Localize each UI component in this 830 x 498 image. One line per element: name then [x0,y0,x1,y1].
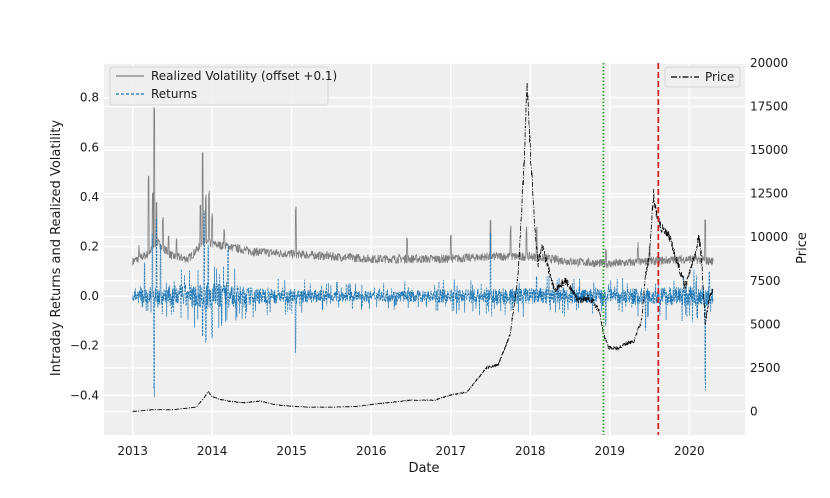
right-tick-label: 2500 [750,361,781,375]
legend-right: Price [664,66,741,88]
right-axis-label: Price [795,232,810,264]
left-tick-label: 0.6 [80,140,99,154]
right-tick-label: 7500 [750,274,781,288]
right-tick-label: 20000 [750,56,788,70]
volatility-line [132,107,714,268]
x-tick-label: 2019 [595,444,626,458]
legend-label-returns: Returns [151,87,197,101]
x-axis-ticks: 2013 2014 2015 2016 2017 2018 2019 2020 [117,444,704,458]
returns-line [132,210,714,398]
left-tick-label: −0.2 [70,339,99,353]
x-tick-label: 2014 [197,444,228,458]
right-axis-ticks: 0 2500 5000 7500 10000 12500 15000 17500 20000 [750,56,788,418]
volatility-series [132,107,714,268]
left-tick-label: 0.0 [80,289,99,303]
left-tick-label: 0.2 [80,240,99,254]
x-axis-label: Date [408,461,439,476]
legend-label-price: Price [705,70,734,84]
legend-label-volatility: Realized Volatility (offset +0.1) [151,69,337,83]
marker-lines [602,63,660,435]
left-tick-label: 0.4 [80,190,99,204]
right-tick-label: 10000 [750,230,788,244]
legend-left: Realized Volatility (offset +0.1) Return… [109,66,337,106]
left-tick-label: 0.8 [80,91,99,105]
x-tick-label: 2013 [117,444,148,458]
returns-series [132,210,714,398]
x-tick-label: 2018 [515,444,546,458]
left-axis-label: Intraday Returns and Realized Volatility [49,120,64,376]
x-tick-label: 2017 [435,444,466,458]
right-tick-label: 0 [750,404,758,418]
right-tick-label: 17500 [750,100,788,114]
right-tick-label: 15000 [750,143,788,157]
x-tick-label: 2015 [276,444,307,458]
right-tick-label: 5000 [750,317,781,331]
left-tick-label: −0.4 [70,388,99,402]
price-series [132,82,714,412]
right-tick-label: 12500 [750,187,788,201]
left-axis-ticks: −0.4 −0.2 0.0 0.2 0.4 0.6 0.8 [70,91,99,403]
price-line [132,82,714,412]
x-tick-label: 2020 [674,444,705,458]
x-tick-label: 2016 [356,444,387,458]
